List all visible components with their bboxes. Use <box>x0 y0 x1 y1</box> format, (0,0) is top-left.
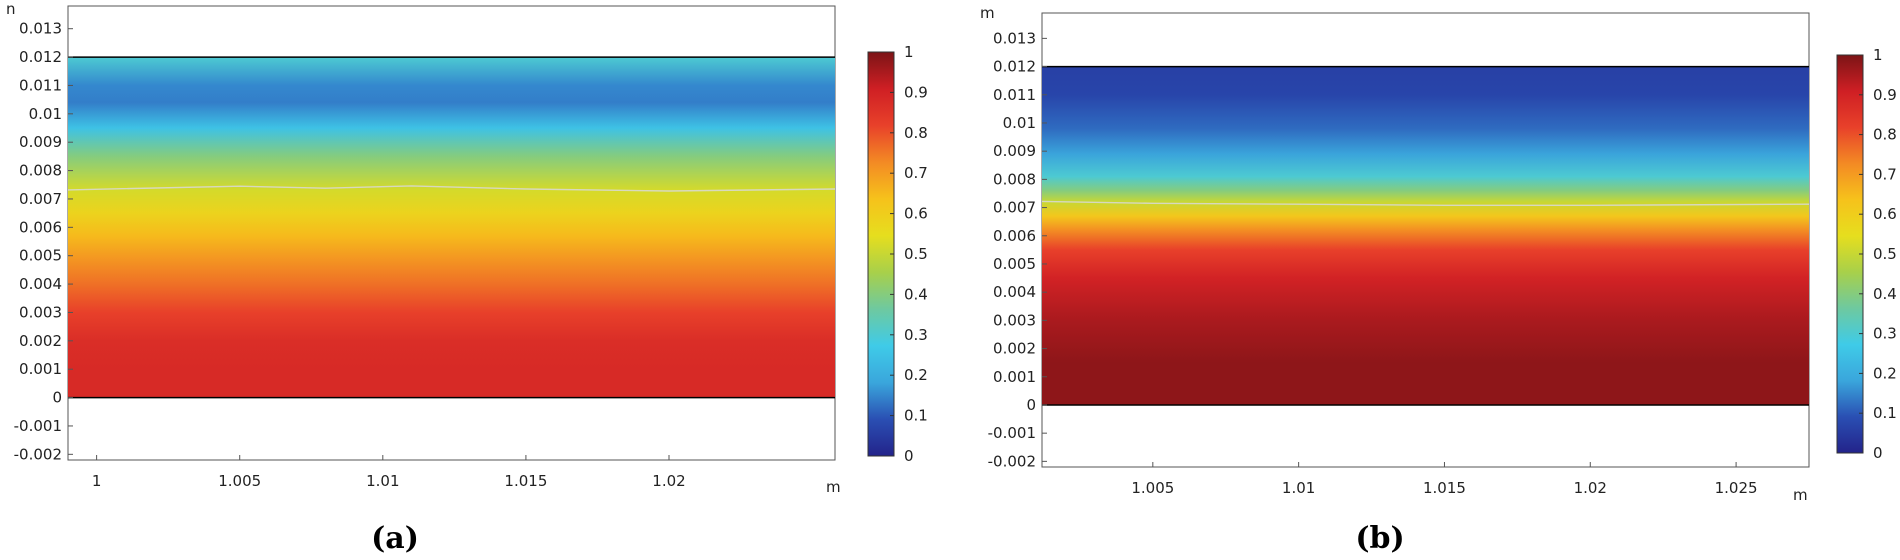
heatmap-field <box>1042 66 1809 405</box>
colorbar-tick-label: 0.2 <box>1873 364 1897 382</box>
x-tick-label: 1.005 <box>218 472 261 490</box>
panel-a: -0.002 -0.001 0 0.001 0.002 0.003 0.004 0.005 0.… <box>6 0 928 556</box>
y-tick-label: 0.003 <box>993 311 1036 329</box>
x-tick-label: 1 <box>92 472 102 490</box>
colorbar-tick-label: 0.4 <box>1873 285 1897 303</box>
x-axis-ticks: 1.005 1.01 1.015 1.02 1.025 <box>1131 462 1758 497</box>
y-tick-label: 0.005 <box>19 247 62 265</box>
colorbar-tick-label: 0.6 <box>1873 205 1897 223</box>
x-tick-label: 1.025 <box>1715 479 1758 497</box>
colorbar-tick-label: 0.2 <box>904 366 928 384</box>
x-axis-unit-label: m <box>1793 486 1808 504</box>
colorbar-tick-label: 0 <box>904 447 914 465</box>
colorbar-tick-label: 0.5 <box>904 245 928 263</box>
y-axis-unit-label: m <box>980 4 995 22</box>
y-tick-label: 0.011 <box>993 86 1036 104</box>
y-tick-label: 0.013 <box>993 29 1036 47</box>
y-tick-label: 0.009 <box>993 142 1036 160</box>
interface-contour-line <box>1041 200 1810 207</box>
y-tick-label: 0.006 <box>993 227 1036 245</box>
y-axis-unit-label: n <box>6 0 16 18</box>
y-tick-label: 0.012 <box>19 48 62 66</box>
y-tick-label: 0.01 <box>29 105 62 123</box>
y-tick-label: -0.001 <box>14 417 62 435</box>
x-tick-label: 1.005 <box>1131 479 1174 497</box>
x-tick-label: 1.02 <box>1574 479 1607 497</box>
colorbar-tick-label: 0.3 <box>904 326 928 344</box>
x-tick-label: 1.02 <box>652 472 685 490</box>
y-tick-label: 0.001 <box>993 368 1036 386</box>
x-tick-label: 1.015 <box>504 472 547 490</box>
y-tick-label: 0.013 <box>19 20 62 38</box>
y-tick-label: 0.006 <box>19 218 62 236</box>
panel-label-a: (a) <box>371 521 419 556</box>
y-tick-label: 0.007 <box>993 199 1036 217</box>
x-tick-label: 1.01 <box>1282 479 1315 497</box>
colorbar-tick-label: 0.9 <box>1873 86 1897 104</box>
x-axis-ticks: 1 1.005 1.01 1.015 1.02 <box>92 455 686 490</box>
y-tick-label: 0.003 <box>19 303 62 321</box>
panel-b: -0.002 -0.001 0 0.001 0.002 0.003 0.004 0.005 0.… <box>980 4 1897 556</box>
y-tick-label: 0.002 <box>19 332 62 350</box>
interface-contour-line <box>67 185 836 192</box>
y-tick-label: -0.002 <box>14 445 62 463</box>
x-tick-label: 1.01 <box>366 472 399 490</box>
y-tick-label: 0.008 <box>19 162 62 180</box>
colorbar-tick-label: 0.1 <box>1873 404 1897 422</box>
colorbar-tick-label: 0.4 <box>904 285 928 303</box>
colorbar-tick-label: 0.7 <box>1873 165 1897 183</box>
y-tick-label: 0.012 <box>993 58 1036 76</box>
colorbar-tick-label: 0.5 <box>1873 245 1897 263</box>
colorbar-ticks: 0 0.1 0.2 0.3 0.4 0.5 0.6 0.7 0.8 0.9 1 <box>890 43 928 465</box>
colorbar-tick-label: 0.9 <box>904 83 928 101</box>
y-tick-label: -0.002 <box>988 452 1036 470</box>
y-tick-label: 0 <box>1026 396 1036 414</box>
heatmap-field <box>68 57 835 398</box>
x-axis-unit-label: m <box>826 478 841 496</box>
colorbar-tick-label: 1 <box>1873 46 1883 64</box>
colorbar-tick-label: 0.7 <box>904 164 928 182</box>
colorbar-tick-label: 0.8 <box>904 124 928 142</box>
y-tick-label: 0.009 <box>19 133 62 151</box>
y-tick-label: 0.008 <box>993 170 1036 188</box>
y-tick-label: 0.007 <box>19 190 62 208</box>
y-axis-ticks: -0.002 -0.001 0 0.001 0.002 0.003 0.004 0.005 0.… <box>988 29 1047 470</box>
x-tick-label: 1.015 <box>1423 479 1466 497</box>
y-tick-label: -0.001 <box>988 424 1036 442</box>
colorbar <box>1836 54 1864 454</box>
panel-label-b: (b) <box>1355 521 1404 556</box>
colorbar-tick-label: 0 <box>1873 444 1883 462</box>
y-tick-label: 0.011 <box>19 76 62 94</box>
colorbar-tick-label: 0.3 <box>1873 325 1897 343</box>
y-tick-label: 0.002 <box>993 340 1036 358</box>
y-tick-label: 0.01 <box>1003 114 1036 132</box>
colorbar-tick-label: 0.1 <box>904 407 928 425</box>
colorbar-tick-label: 1 <box>904 43 914 61</box>
colorbar-ticks: 0 0.1 0.2 0.3 0.4 0.5 0.6 0.7 0.8 0.9 1 <box>1859 46 1897 462</box>
y-tick-label: 0.001 <box>19 360 62 378</box>
y-axis-ticks: -0.002 -0.001 0 0.001 0.002 0.003 0.004 0.005 0.… <box>14 20 73 463</box>
y-tick-label: 0.005 <box>993 255 1036 273</box>
colorbar-tick-label: 0.8 <box>1873 126 1897 144</box>
colorbar-tick-label: 0.6 <box>904 205 928 223</box>
y-tick-label: 0.004 <box>993 283 1036 301</box>
y-tick-label: 0.004 <box>19 275 62 293</box>
y-tick-label: 0 <box>52 389 62 407</box>
